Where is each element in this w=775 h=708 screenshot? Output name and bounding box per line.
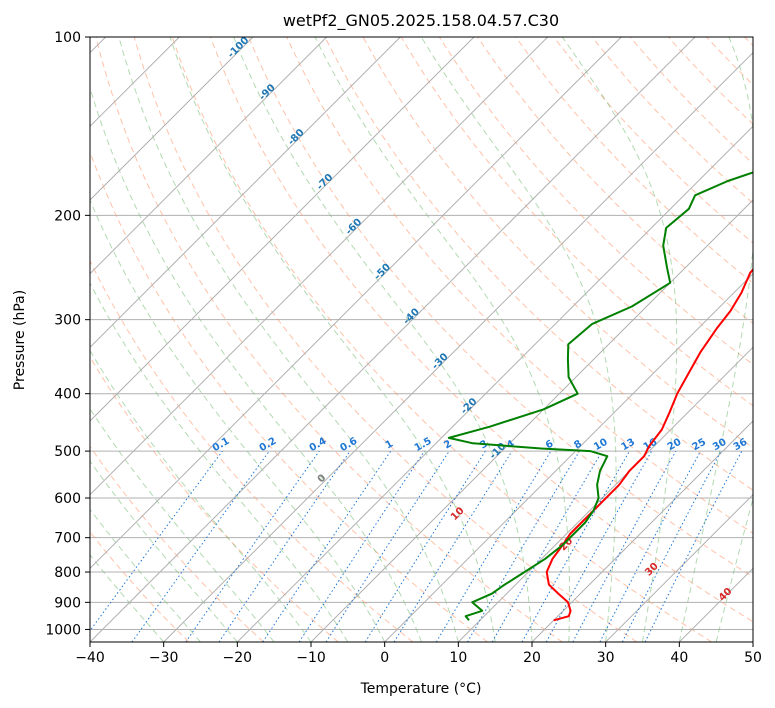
mixing-ratio-line (467, 450, 580, 642)
y-tick-label: 200 (54, 208, 81, 224)
mixing-ratio-label: 4 (505, 438, 517, 451)
x-tick-label: 30 (597, 650, 615, 666)
dry-adiabat (248, 37, 753, 578)
x-axis-label: Temperature (°C) (360, 681, 482, 697)
isotherm-line (531, 420, 753, 642)
mixing-ratio-label: 8 (572, 438, 584, 451)
isotherm-line (90, 37, 254, 201)
y-axis-label: Pressure (hPa) (12, 290, 28, 390)
moist-adiabat (90, 86, 422, 642)
x-tick-label: −20 (223, 650, 253, 666)
moist-adiabat (90, 198, 386, 642)
y-tick-label: 700 (54, 531, 81, 547)
dry-adiabat (591, 37, 753, 204)
dry-adiabats (90, 37, 753, 642)
x-tick-label: 20 (523, 650, 541, 666)
mixing-ratio-line (185, 450, 320, 642)
x-axis-ticks: −40 −30 −20 −10 0 10 20 30 40 50 (75, 642, 762, 666)
isotherm-line (90, 37, 401, 349)
mixing-ratio-line (131, 450, 270, 642)
dry-adiabat (95, 37, 563, 642)
isotherm-line (605, 493, 753, 642)
mixing-ratio-line (325, 450, 450, 642)
moist-adiabat (90, 460, 238, 642)
x-tick-label: 50 (744, 650, 762, 666)
plot-frame (89, 36, 754, 643)
x-tick-label: 40 (670, 650, 688, 666)
y-tick-label: 500 (54, 444, 81, 460)
isotherm-line (90, 37, 622, 570)
temperature-profile (545, 267, 753, 622)
chart-title: wetPf2_GN05.2025.158.04.57.C30 (283, 11, 559, 31)
x-tick-label: −10 (296, 650, 326, 666)
dry-adiabat (629, 37, 753, 165)
mixing-ratio-label: 1 (384, 438, 396, 451)
mixing-ratio-line (491, 450, 603, 642)
moist-adiabat (715, 496, 753, 642)
x-tick-label: −30 (149, 650, 179, 666)
mixing-ratio-line (218, 450, 351, 642)
y-tick-label: 400 (54, 387, 81, 403)
dry-adiabat (133, 37, 638, 642)
dry-adiabat (477, 37, 753, 325)
y-tick-label: 900 (54, 595, 81, 611)
isotherm-line (384, 272, 753, 642)
isotherm-line (90, 37, 475, 422)
y-tick-label: 100 (54, 30, 81, 46)
moist-adiabat (314, 37, 571, 642)
isotherm-line (236, 125, 753, 642)
y-tick-label: 800 (54, 565, 81, 581)
mixing-ratio-label: 6 (544, 438, 556, 451)
moist-adiabat (233, 37, 533, 642)
isotherm-line (90, 37, 328, 275)
dry-adiabat (90, 259, 414, 642)
skewed-isotherms (90, 37, 753, 642)
x-tick-label: −40 (75, 650, 105, 666)
profile-series (447, 171, 753, 622)
dry-adiabat (171, 37, 712, 642)
isotherm-line (310, 199, 753, 642)
moist-adiabat (420, 37, 617, 642)
moist-adiabat (118, 37, 459, 642)
mixing-ratio-line (364, 450, 486, 642)
isotherm-line (457, 346, 753, 642)
dry-adiabat (515, 37, 753, 284)
mixing-ratio-lines (90, 450, 743, 642)
moist-adiabat (90, 508, 201, 642)
dry-adiabat (210, 37, 753, 623)
plot-area: -100-90-80-70-60-50-40-30-20-100.1 0.2 0.4… (90, 37, 753, 642)
dry-adiabat (324, 37, 753, 491)
isotherm-line (90, 37, 549, 496)
mixing-ratio-line (572, 450, 677, 642)
y-tick-label: 600 (54, 491, 81, 507)
dry-adiabat (90, 445, 264, 642)
moist-adiabat (561, 37, 678, 642)
y-tick-label: 300 (54, 313, 81, 329)
isotherm-line (90, 37, 696, 642)
mixing-ratio-line (435, 450, 552, 642)
y-axis-ticks: 100 200 300 400 500 600 700 800 900 1000 (45, 30, 90, 638)
dewpoint-profile (447, 171, 753, 621)
moist-adiabats (90, 37, 753, 642)
x-tick-label: 0 (380, 650, 389, 666)
mixing-ratio-line (393, 450, 513, 642)
moist-adiabat (169, 37, 496, 642)
y-tick-label: 1000 (45, 622, 81, 638)
moist-adiabat (90, 281, 349, 642)
mixing-ratio-line (521, 450, 630, 642)
moist-adiabat (678, 37, 753, 642)
isotherm-line (163, 51, 753, 642)
mixing-ratio-label: 2 (442, 438, 454, 451)
dry-adiabat (400, 37, 753, 407)
x-tick-label: 10 (449, 650, 467, 666)
mixing-ratio-line (545, 450, 653, 642)
mixing-ratio-line (90, 450, 223, 632)
